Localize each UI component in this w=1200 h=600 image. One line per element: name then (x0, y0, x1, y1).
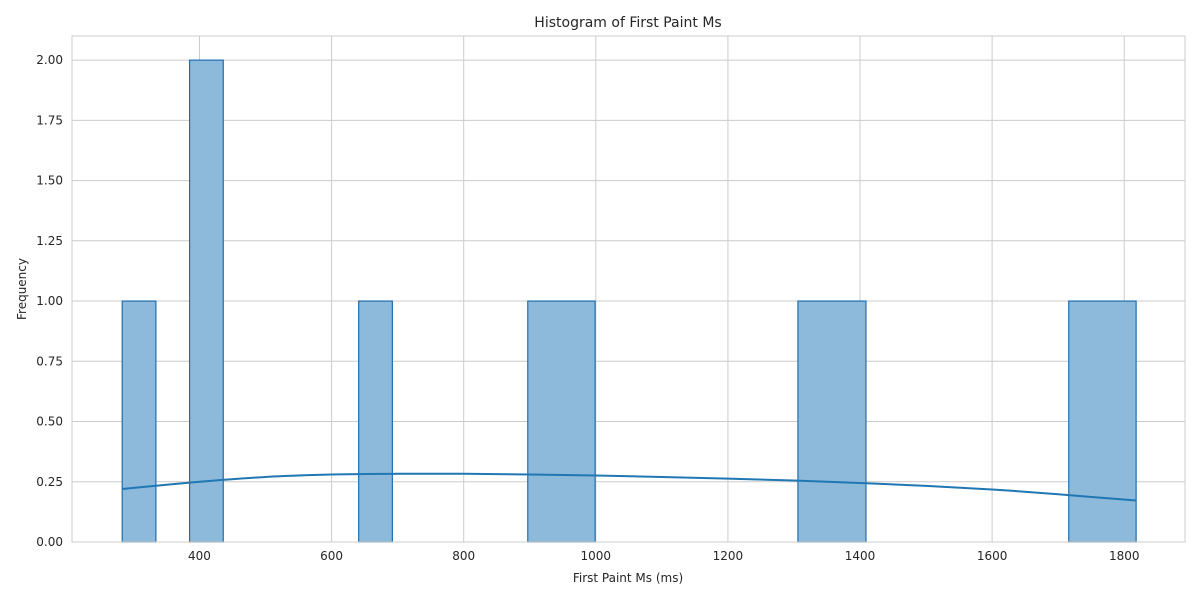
x-ticks: 400 600 800 1000 1200 1400 1600 1800 (188, 549, 1139, 563)
y-tick-label: 1.25 (36, 234, 63, 248)
y-tick-label: 0.75 (36, 354, 63, 368)
y-tick-label: 1.75 (36, 113, 63, 127)
x-tick-label: 1200 (713, 549, 744, 563)
histogram-bar (1068, 300, 1137, 543)
x-tick-label: 1800 (1109, 549, 1140, 563)
y-tick-label: 0.25 (36, 475, 63, 489)
x-tick-label: 1400 (845, 549, 876, 563)
x-tick-label: 400 (188, 549, 211, 563)
y-axis-label: Frequency (15, 258, 29, 320)
y-tick-label: 1.00 (36, 294, 63, 308)
kde-curve (122, 472, 1137, 502)
x-tick-label: 600 (320, 549, 343, 563)
histogram-bar (797, 300, 867, 543)
y-tick-label: 2.00 (36, 53, 63, 67)
x-tick-label: 1600 (977, 549, 1008, 563)
y-ticks: 0.00 0.25 0.50 0.75 1.00 1.25 1.50 1.75 2.00 (36, 53, 63, 549)
histogram-bar (527, 300, 596, 543)
x-tick-label: 1000 (581, 549, 612, 563)
kde-layer (122, 472, 1137, 502)
y-tick-label: 0.50 (36, 415, 63, 429)
y-tick-label: 0.00 (36, 535, 63, 549)
grid-layer (72, 36, 1185, 543)
y-tick-label: 1.50 (36, 174, 63, 188)
histogram-bar (358, 300, 393, 543)
plot-border (71, 35, 1186, 543)
histogram-bar (188, 59, 224, 543)
bars-layer (121, 59, 1137, 543)
chart-title: Histogram of First Paint Ms (534, 15, 721, 31)
histogram-bar (121, 300, 157, 543)
x-axis-label: First Paint Ms (ms) (573, 571, 683, 585)
x-tick-label: 800 (452, 549, 475, 563)
